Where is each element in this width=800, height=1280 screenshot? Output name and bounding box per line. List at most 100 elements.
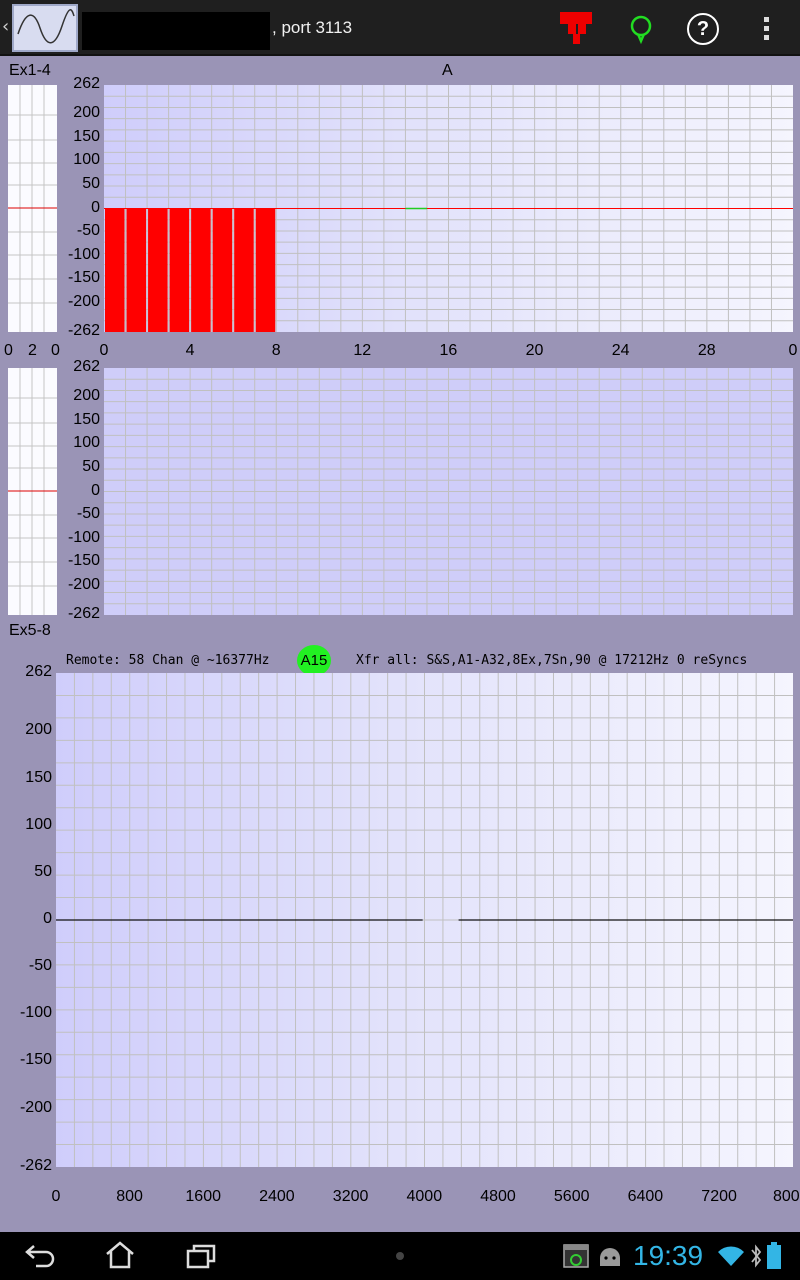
data-bar — [126, 208, 147, 332]
y-tick-label: 0 — [91, 481, 100, 499]
y-tick-label: -262 — [67, 605, 100, 622]
y-tick-label: 262 — [73, 358, 100, 375]
data-bar — [105, 208, 125, 332]
y-tick-label: 262 — [73, 75, 100, 92]
y-tick-label: -150 — [19, 1051, 52, 1069]
x-tick-label: 16 — [439, 342, 458, 359]
y-tick-label: 100 — [73, 151, 100, 169]
y-tick-label: -150 — [67, 552, 100, 570]
y-tick-label: 150 — [25, 768, 52, 786]
y-axis-bottom: 262 200 150 100 50 0 -50 -100 -150 -200 -262 — [0, 663, 56, 1174]
x-tick-label: 4000 — [406, 1188, 443, 1205]
bar-chart-svg — [104, 85, 793, 332]
x-tick-label: 12 — [353, 342, 372, 359]
y-tick-label: -100 — [19, 1004, 52, 1022]
plot-area-middle[interactable] — [104, 368, 793, 615]
y-tick-label: -150 — [67, 269, 100, 287]
transfer-status: Xfr all: S&S,A1-A32,8Ex,7Sn,90 @ 17212Hz… — [356, 653, 748, 668]
panel-title-bottom: Ex5-8 — [9, 622, 51, 639]
y-tick-label: 262 — [25, 663, 52, 680]
data-bar — [255, 208, 276, 332]
mini-x-tick: 0 — [51, 342, 60, 359]
x-tick-label: 0 — [99, 342, 109, 359]
x-tick-label: 800 — [773, 1188, 800, 1205]
y-tick-label: -200 — [67, 292, 100, 310]
mini-x-axis: 0 2 0 — [0, 342, 70, 362]
y-tick-label: -262 — [67, 322, 100, 339]
grid-svg — [104, 368, 793, 615]
y-tick-label: -50 — [76, 505, 100, 523]
menu-dot-icon — [396, 1252, 404, 1260]
y-tick-label: -200 — [19, 1098, 52, 1116]
y-tick-label: 0 — [43, 910, 52, 927]
y-tick-label: -100 — [67, 528, 100, 546]
x-tick-label: 4800 — [480, 1188, 516, 1205]
bluetooth-icon — [750, 1244, 762, 1272]
app-waveform-icon[interactable] — [12, 4, 78, 52]
x-tick-label: 4 — [185, 342, 195, 359]
back-nav-icon[interactable] — [24, 1242, 56, 1274]
y-tick-label: -50 — [76, 222, 100, 240]
y-tick-label: 50 — [82, 457, 100, 475]
x-tick-label: 8 — [271, 342, 281, 359]
y-tick-label: -200 — [67, 575, 100, 593]
x-tick-label: 28 — [697, 342, 716, 359]
connection-status-icon[interactable] — [628, 14, 654, 48]
x-tick-label: 0 — [788, 342, 798, 359]
battery-icon — [766, 1242, 782, 1274]
status-clock: 19:39 — [633, 1240, 704, 1271]
y-tick-label: 0 — [91, 198, 100, 216]
x-tick-label: 1600 — [185, 1188, 221, 1205]
y-tick-label: 100 — [73, 434, 100, 452]
redacted-host-name — [82, 12, 270, 50]
y-axis-top: 262 200 150 100 50 0 -50 -100 -150 -200 -262 — [56, 75, 104, 339]
x-tick-label: 3200 — [332, 1188, 369, 1205]
y-tick-label: 150 — [73, 127, 100, 145]
data-bar — [169, 208, 190, 332]
x-tick-label: 24 — [611, 342, 630, 359]
y-tick-label: 200 — [73, 387, 100, 405]
x-tick-label: 20 — [525, 342, 544, 359]
y-tick-label: -50 — [28, 957, 52, 975]
screenshot-icon — [563, 1244, 589, 1274]
plot-area-top[interactable] — [104, 85, 793, 332]
mini-plot-top[interactable] — [8, 85, 57, 332]
x-tick-label: 0 — [51, 1188, 61, 1205]
x-tick-label: 6400 — [627, 1188, 664, 1205]
mini-plot-middle[interactable] — [8, 368, 57, 615]
connection-label: , port 3113 — [272, 18, 353, 37]
y-tick-label: -262 — [19, 1157, 52, 1174]
y-tick-label: 50 — [34, 862, 52, 880]
y-tick-label: 150 — [73, 410, 100, 428]
y-tick-label: 200 — [25, 721, 52, 739]
y-axis-middle: 262 200 150 100 50 0 -50 -100 -150 -200 -262 — [56, 358, 104, 622]
channel-badge[interactable]: A15 — [297, 645, 331, 676]
y-tick-label: 200 — [73, 104, 100, 122]
x-axis-top: 0 4 8 12 16 20 24 28 0 — [100, 342, 800, 362]
home-nav-icon[interactable] — [104, 1240, 136, 1274]
remote-status: Remote: 58 Chan @ ~16377Hz — [66, 653, 270, 668]
waveform-svg — [56, 673, 793, 1167]
data-bar — [234, 208, 254, 332]
x-tick-label: 800 — [116, 1188, 143, 1205]
mini-x-tick: 0 — [4, 342, 13, 359]
android-icon — [597, 1246, 623, 1272]
panel-title-top: Ex1-4 — [9, 62, 51, 79]
mini-x-tick: 2 — [28, 342, 37, 359]
data-bar — [212, 208, 233, 332]
record-icon[interactable] — [560, 12, 592, 48]
x-tick-label: 5600 — [553, 1188, 590, 1205]
plot-area-bottom[interactable] — [56, 673, 793, 1167]
channel-label: A — [442, 62, 453, 79]
wifi-icon — [716, 1244, 746, 1272]
help-icon[interactable]: ? — [687, 13, 719, 45]
x-tick-label: 2400 — [259, 1188, 295, 1205]
x-tick-label: 7200 — [701, 1188, 737, 1205]
data-bar — [191, 208, 211, 332]
y-tick-label: -100 — [67, 245, 100, 263]
y-tick-label: 100 — [25, 815, 52, 833]
y-tick-label: 50 — [82, 174, 100, 192]
recent-apps-icon[interactable] — [186, 1242, 218, 1274]
overflow-menu-icon[interactable] — [762, 16, 772, 46]
up-chevron-icon[interactable]: ‹ — [2, 16, 10, 37]
